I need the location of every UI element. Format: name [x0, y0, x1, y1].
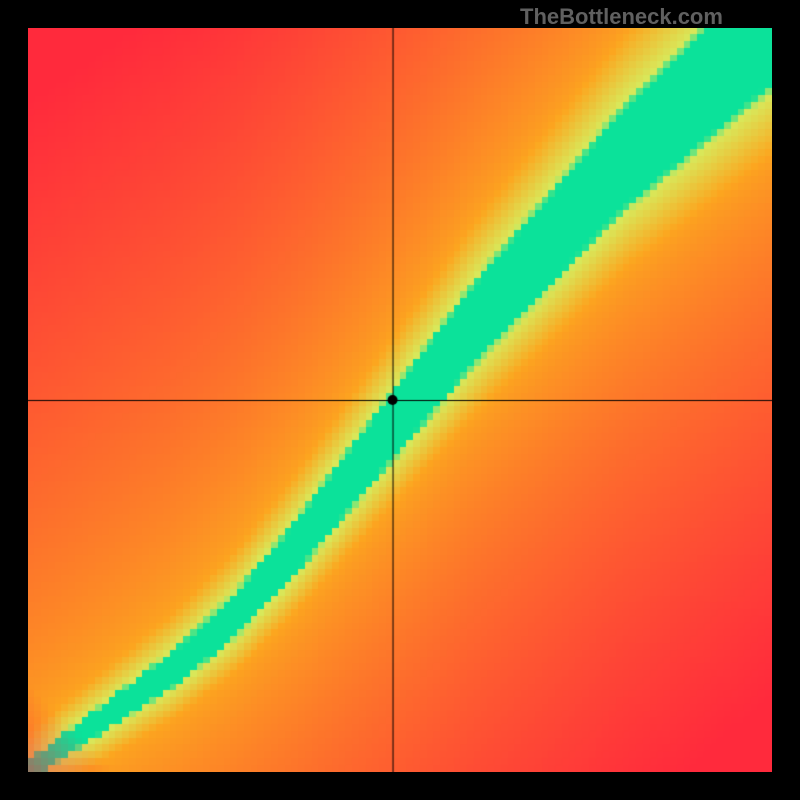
bottleneck-heatmap — [28, 28, 772, 772]
watermark-text: TheBottleneck.com — [520, 4, 723, 30]
heatmap-canvas — [28, 28, 772, 772]
